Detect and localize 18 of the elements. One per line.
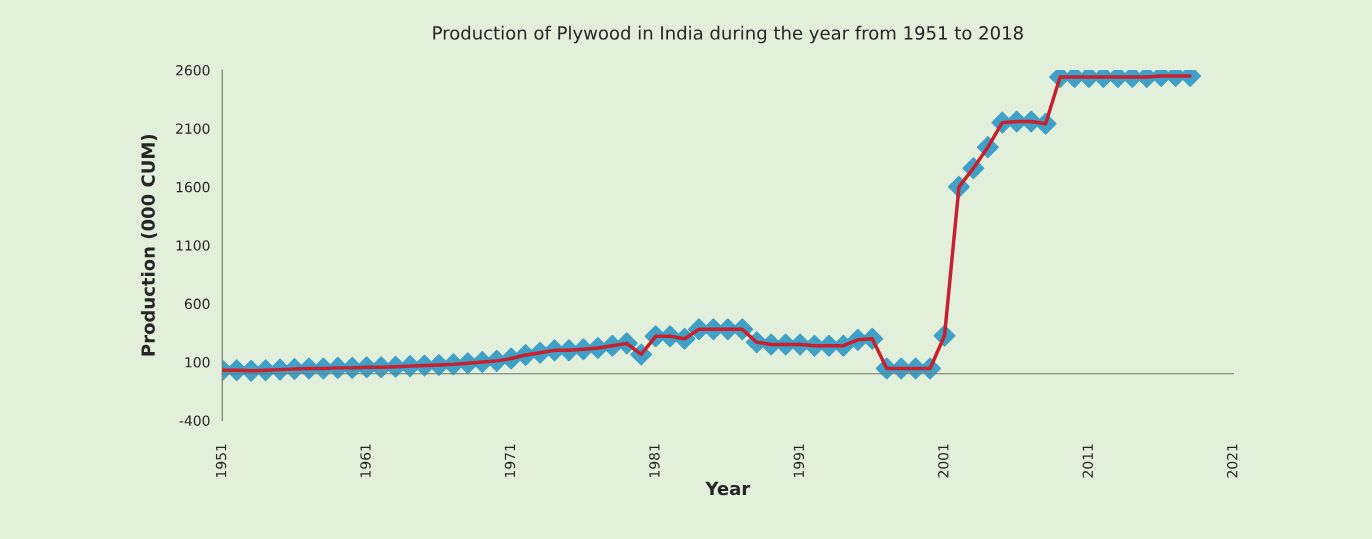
- x-tick-label: 2021: [1226, 444, 1238, 478]
- x-tick-label: 2011: [1082, 444, 1094, 478]
- y-tick-label: -400: [179, 415, 210, 426]
- y-tick-label: 1600: [176, 181, 210, 193]
- y-tick-label: 2600: [176, 65, 210, 76]
- x-axis-title: Year: [705, 481, 751, 496]
- x-tick-label: 1971: [504, 444, 516, 477]
- y-tick-label: 100: [185, 357, 210, 368]
- y-axis-title: Production (000 CUM): [140, 134, 158, 356]
- x-tick-label: 1981: [649, 444, 660, 477]
- x-tick-label: 1991: [793, 444, 805, 477]
- y-tick-label: 2100: [176, 123, 210, 134]
- x-tick-label: 1951: [215, 444, 227, 477]
- chart-title: Production of Plywood in India during the year from 1951 to 2018: [433, 25, 1023, 44]
- y-tick-label: 600: [184, 298, 210, 310]
- x-tick-label: 1961: [360, 444, 371, 477]
- y-tick-label: 1100: [176, 240, 210, 251]
- x-tick-label: 2001: [938, 444, 949, 478]
